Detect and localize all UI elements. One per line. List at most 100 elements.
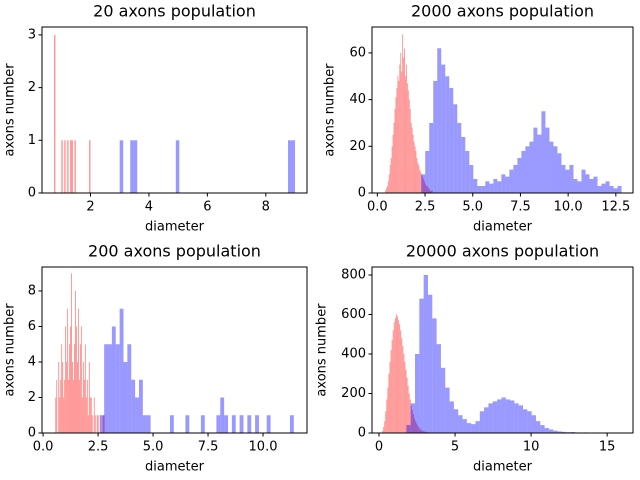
histogram-bar — [457, 122, 462, 193]
histogram-bar — [79, 344, 81, 433]
histogram-bar — [540, 425, 545, 433]
x-tick-label: 5.0 — [143, 440, 164, 455]
histogram-bar — [59, 397, 61, 433]
histogram-bar — [393, 322, 395, 433]
histogram-bar — [531, 415, 536, 433]
histogram-bar — [423, 274, 428, 433]
histogram-bar — [417, 425, 419, 433]
histogram-bar — [93, 397, 95, 433]
histogram-bar — [421, 430, 423, 433]
histogram-bar — [535, 421, 541, 433]
histogram-bar — [130, 140, 134, 193]
x-tick-label: 7.5 — [198, 440, 219, 455]
histogram-bar — [489, 183, 494, 193]
histogram-bar — [102, 415, 104, 433]
x-tick-label: 0.0 — [367, 200, 388, 215]
histogram-bar — [65, 326, 67, 433]
y-tick-label: 0 — [358, 186, 366, 201]
histogram-bar — [410, 122, 412, 193]
histogram-bar — [408, 99, 410, 193]
histogram-bar — [86, 379, 88, 433]
histogram-bar — [569, 164, 574, 193]
histogram-bar — [61, 344, 63, 433]
histogram-bar — [69, 344, 71, 433]
histogram-bar — [613, 188, 618, 193]
histogram-bar — [518, 405, 524, 433]
histogram-bar — [421, 174, 426, 193]
histogram-bar — [453, 104, 458, 193]
histogram-bar — [396, 87, 398, 193]
histogram-bar — [573, 178, 578, 193]
histogram-bar — [466, 423, 472, 433]
histogram-bar — [411, 127, 413, 193]
histogram-bar — [96, 415, 98, 433]
histogram-bar — [415, 421, 417, 433]
histogram-bar — [400, 52, 402, 193]
x-tick-label: 15 — [599, 440, 616, 455]
histogram-bar — [70, 140, 72, 193]
y-tick-label: 200 — [341, 386, 366, 401]
histogram-bar — [390, 350, 392, 433]
histogram-bar — [115, 344, 120, 433]
histogram-bar — [415, 150, 417, 193]
histogram-bar — [391, 340, 393, 433]
histogram-bar — [433, 80, 438, 193]
histogram-bar — [398, 80, 400, 193]
histogram-bar — [414, 146, 416, 193]
histogram-bar — [291, 140, 296, 193]
histogram-bar — [94, 415, 96, 433]
histogram-bar — [449, 401, 454, 433]
y-tick-label: 8 — [28, 283, 36, 298]
histogram-bar — [405, 64, 407, 193]
histogram-bar — [601, 183, 606, 193]
histogram-bar — [64, 140, 66, 193]
subplot: 2 4 6 8 0 1 2 3 20 axons population diameter axons… — [3, 2, 308, 235]
histogram-bar — [404, 361, 406, 433]
histogram-bar — [420, 429, 422, 433]
histogram-bar — [488, 403, 493, 433]
histogram-bar — [387, 387, 389, 433]
histogram-bar — [60, 379, 62, 433]
histogram-bar — [90, 397, 92, 433]
y-tick-label: 400 — [341, 346, 366, 361]
histogram-bar — [527, 411, 532, 433]
chart-title: 20000 axons population — [406, 242, 599, 261]
x-axis-label: diameter — [145, 460, 205, 475]
y-tick-label: 20 — [349, 139, 366, 154]
histogram-bar — [74, 290, 76, 433]
histogram-bar — [545, 127, 550, 193]
subplot: 0.0 2.5 5.0 7.5 10.0 12.5 0 20 40 60 2000 axons po… — [323, 2, 634, 235]
histogram-bar — [70, 326, 72, 433]
histogram-bar — [385, 411, 387, 433]
histogram-bar — [142, 415, 147, 433]
histogram-bar — [56, 379, 58, 433]
x-tick-label: 10 — [523, 440, 540, 455]
subplot: 0.0 2.5 5.0 7.5 10.0 0 2 4 6 8 200 axons populatio… — [3, 242, 308, 475]
histogram-bar — [517, 157, 522, 193]
histogram-bar — [78, 379, 80, 433]
histogram-bar — [395, 97, 397, 193]
histogram-bar — [419, 428, 421, 433]
histogram-bar — [399, 324, 401, 433]
histogram-bar — [431, 190, 433, 193]
histogram-bar — [119, 308, 124, 433]
histogram-bar — [64, 379, 66, 433]
histogram-bar — [402, 34, 404, 193]
histogram-bar — [605, 181, 610, 193]
histogram-bar — [406, 425, 411, 433]
histogram-bar — [548, 429, 554, 433]
histogram-bar — [557, 153, 562, 193]
x-tick-label: 8 — [262, 200, 270, 215]
histogram-bar — [406, 377, 408, 433]
chart-title: 20 axons population — [93, 2, 256, 21]
histogram-bar — [441, 64, 446, 193]
histogram-bar — [473, 178, 478, 193]
histogram-bar — [412, 414, 414, 433]
histogram-bar — [424, 431, 426, 433]
histogram-bar — [409, 108, 411, 193]
y-axis-label: axons number — [3, 63, 18, 157]
histogram-bar — [501, 397, 506, 433]
histogram-bar — [475, 421, 480, 433]
histogram-bar — [409, 399, 411, 433]
histogram-bar — [593, 176, 598, 193]
